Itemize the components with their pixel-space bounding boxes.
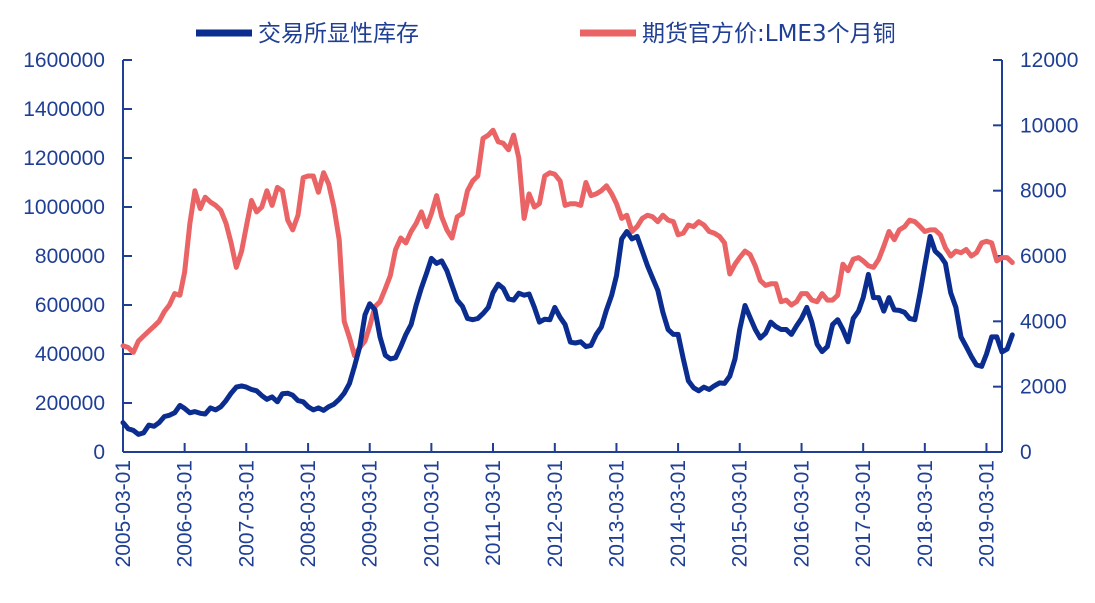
y-left-tick-label: 1000000	[23, 196, 105, 219]
y-right-tick-label: 6000	[1020, 245, 1067, 268]
x-tick-label: 2011-03-01	[482, 460, 505, 566]
y-left-tick-label: 0	[93, 441, 105, 464]
series-layer	[120, 127, 1015, 437]
x-tick-label: 2005-03-01	[112, 460, 135, 567]
x-tick-label: 2013-03-01	[605, 460, 628, 567]
y-right-tick-label: 4000	[1020, 310, 1067, 333]
y-right-tick-label: 12000	[1020, 49, 1078, 72]
x-tick-label: 2016-03-01	[791, 460, 814, 567]
x-tick-label: 2008-03-01	[297, 460, 320, 567]
x-tick-label: 2006-03-01	[174, 460, 197, 567]
series-line-inventory	[120, 229, 1015, 437]
x-tick-label: 2012-03-01	[544, 460, 567, 567]
y-left-tick-label: 1400000	[23, 98, 105, 121]
x-tick-label: 2014-03-01	[667, 460, 690, 567]
y-left-tick-label: 800000	[35, 245, 105, 268]
x-tick-label: 2010-03-01	[420, 460, 443, 567]
x-tick-label: 2009-03-01	[359, 460, 382, 567]
x-tick-label: 2015-03-01	[729, 460, 752, 567]
legend-label-inventory: 交易所显性库存	[258, 21, 419, 47]
y-left-tick-label: 200000	[35, 392, 105, 415]
y-right-tick-label: 8000	[1020, 180, 1067, 203]
y-left-tick-label: 1200000	[23, 147, 105, 170]
x-tick-label: 2019-03-01	[975, 460, 998, 567]
y-left-tick-label: 600000	[35, 294, 105, 317]
legend: 交易所显性库存 期货官方价:LME3个月铜	[196, 21, 896, 47]
y-right-tick-label: 0	[1020, 441, 1032, 464]
series-line-price	[120, 127, 1015, 359]
x-tick-label: 2007-03-01	[235, 460, 258, 567]
legend-label-price: 期货官方价:LME3个月铜	[642, 21, 896, 47]
axes: 0 200000 400000 600000 800000 1000000 1200000 1…	[23, 49, 1078, 567]
x-tick-label: 2018-03-01	[914, 460, 937, 567]
x-tick-label: 2017-03-01	[852, 460, 875, 567]
y-right-tick-label: 2000	[1020, 376, 1067, 399]
y-left-tick-label: 1600000	[23, 49, 105, 72]
y-left-tick-label: 400000	[35, 343, 105, 366]
y-right-tick-label: 10000	[1020, 114, 1078, 137]
